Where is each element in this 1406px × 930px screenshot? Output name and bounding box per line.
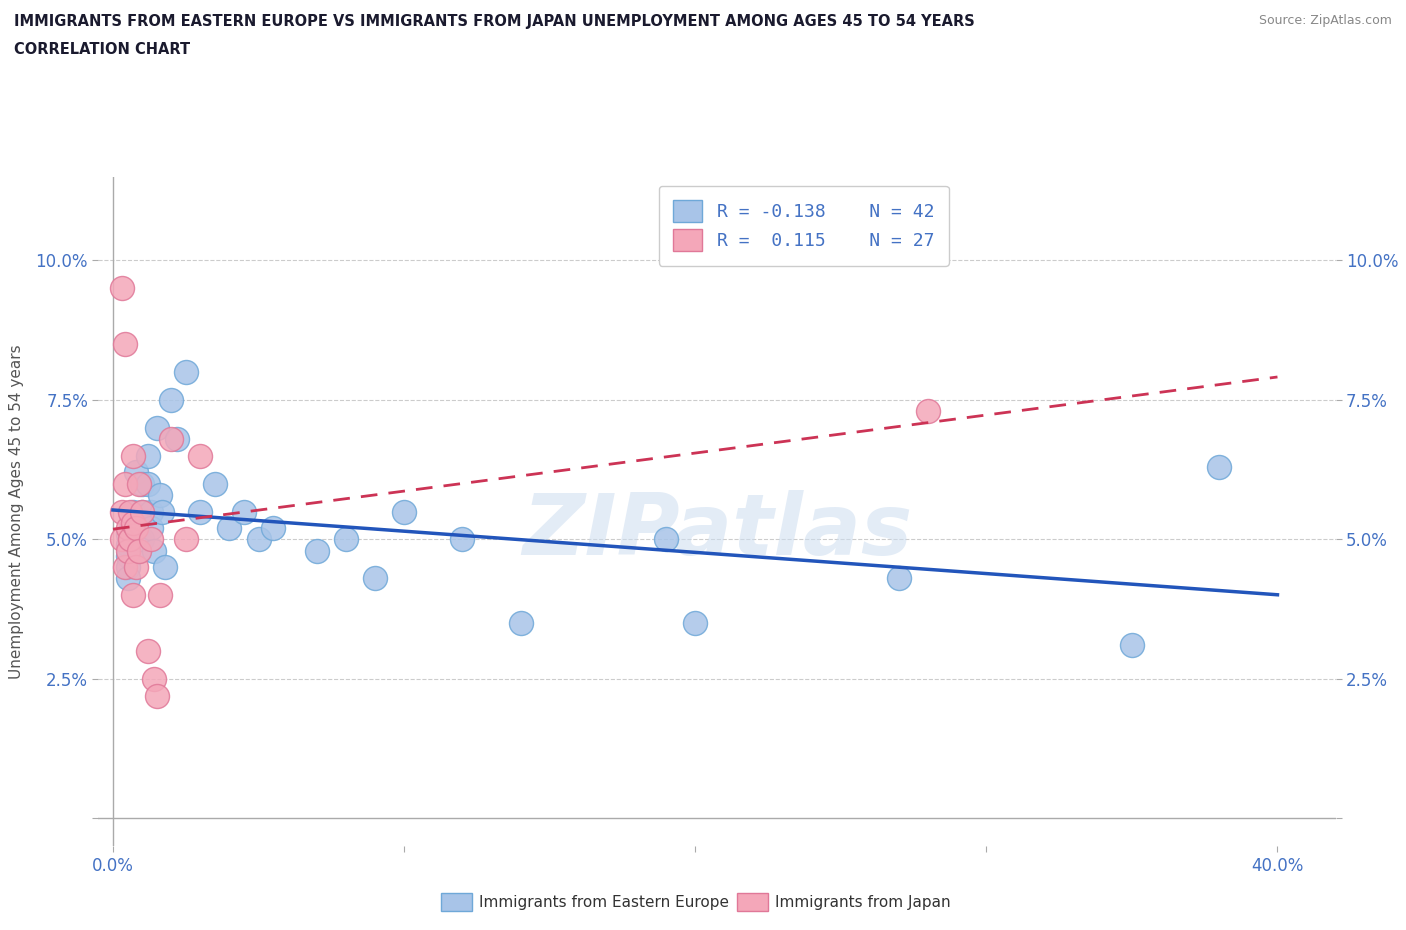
Point bbox=[917, 404, 939, 418]
Point bbox=[683, 616, 706, 631]
Point bbox=[117, 526, 139, 541]
Point bbox=[128, 476, 150, 491]
Point bbox=[114, 560, 136, 575]
Point bbox=[122, 521, 145, 536]
Point bbox=[117, 549, 139, 564]
Point bbox=[335, 532, 357, 547]
Point bbox=[122, 588, 145, 603]
Point bbox=[233, 504, 256, 519]
Point bbox=[148, 487, 170, 502]
Point bbox=[125, 560, 148, 575]
Point bbox=[136, 644, 159, 658]
Point bbox=[128, 532, 150, 547]
Point bbox=[364, 571, 387, 586]
Point bbox=[887, 571, 910, 586]
Point bbox=[145, 420, 167, 435]
Point bbox=[114, 337, 136, 352]
Point bbox=[174, 532, 197, 547]
Point bbox=[120, 532, 142, 547]
Point bbox=[136, 448, 159, 463]
Point bbox=[160, 392, 183, 407]
Point bbox=[139, 521, 162, 536]
Y-axis label: Unemployment Among Ages 45 to 54 years: Unemployment Among Ages 45 to 54 years bbox=[10, 344, 24, 679]
Point bbox=[305, 543, 328, 558]
Text: Source: ZipAtlas.com: Source: ZipAtlas.com bbox=[1258, 14, 1392, 27]
Point bbox=[145, 688, 167, 703]
Point bbox=[120, 504, 142, 519]
Point bbox=[131, 504, 153, 519]
Text: ZIPatlas: ZIPatlas bbox=[522, 490, 912, 573]
Point bbox=[131, 504, 153, 519]
Point bbox=[262, 521, 284, 536]
Point bbox=[655, 532, 678, 547]
Point bbox=[166, 432, 188, 446]
Point bbox=[139, 532, 162, 547]
Point bbox=[188, 504, 211, 519]
Point bbox=[155, 560, 177, 575]
Point bbox=[111, 504, 134, 519]
Point bbox=[152, 504, 174, 519]
Point bbox=[218, 521, 240, 536]
Point bbox=[509, 616, 531, 631]
Point bbox=[117, 543, 139, 558]
Point bbox=[142, 671, 165, 686]
Point bbox=[111, 532, 134, 547]
Point bbox=[125, 465, 148, 480]
Point bbox=[139, 504, 162, 519]
Point bbox=[204, 476, 226, 491]
Legend: R = -0.138    N = 42, R =  0.115    N = 27: R = -0.138 N = 42, R = 0.115 N = 27 bbox=[659, 186, 949, 266]
Point bbox=[247, 532, 270, 547]
Point bbox=[111, 281, 134, 296]
Point bbox=[142, 543, 165, 558]
Point bbox=[1208, 459, 1230, 474]
Point bbox=[148, 588, 170, 603]
Point bbox=[117, 521, 139, 536]
Point bbox=[128, 543, 150, 558]
Point bbox=[114, 476, 136, 491]
Text: Immigrants from Eastern Europe: Immigrants from Eastern Europe bbox=[479, 895, 730, 910]
Point bbox=[117, 538, 139, 552]
Point bbox=[122, 448, 145, 463]
Text: Immigrants from Japan: Immigrants from Japan bbox=[775, 895, 950, 910]
Point bbox=[160, 432, 183, 446]
Point bbox=[136, 476, 159, 491]
Point bbox=[131, 476, 153, 491]
Point bbox=[188, 448, 211, 463]
Point bbox=[122, 504, 145, 519]
Point bbox=[125, 521, 148, 536]
Point bbox=[451, 532, 474, 547]
Point bbox=[117, 560, 139, 575]
Point bbox=[117, 571, 139, 586]
Text: CORRELATION CHART: CORRELATION CHART bbox=[14, 42, 190, 57]
Point bbox=[131, 532, 153, 547]
Point bbox=[1121, 638, 1143, 653]
Point bbox=[392, 504, 415, 519]
Point bbox=[122, 515, 145, 530]
Point bbox=[174, 365, 197, 379]
Text: IMMIGRANTS FROM EASTERN EUROPE VS IMMIGRANTS FROM JAPAN UNEMPLOYMENT AMONG AGES : IMMIGRANTS FROM EASTERN EUROPE VS IMMIGR… bbox=[14, 14, 974, 29]
Point bbox=[128, 543, 150, 558]
